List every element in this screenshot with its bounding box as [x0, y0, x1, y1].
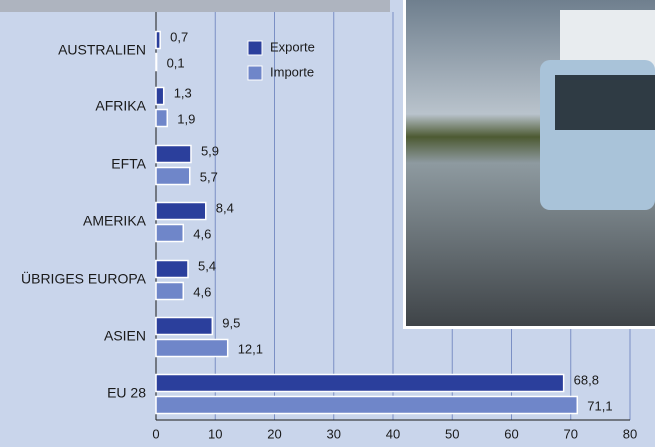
bar: [155, 223, 185, 243]
y-tick-label: AFRIKA: [95, 98, 146, 114]
bar: [155, 86, 165, 106]
value-label: 5,7: [200, 169, 218, 184]
x-tick-label: 0: [152, 426, 159, 441]
bar: [155, 144, 192, 164]
bar: [155, 373, 565, 393]
value-label: 0,7: [170, 29, 188, 44]
value-label: 68,8: [574, 372, 599, 387]
value-label: 1,9: [177, 111, 195, 126]
legend-swatch: [247, 40, 263, 56]
x-tick-label: 80: [623, 426, 637, 441]
bar: [155, 166, 191, 186]
value-label: 12,1: [238, 341, 263, 356]
value-label: 9,5: [222, 315, 240, 330]
bar: [155, 52, 158, 72]
bar: [155, 281, 185, 301]
legend-label: Importe: [270, 64, 314, 79]
y-tick-label: EU 28: [107, 385, 146, 401]
value-label: 5,9: [201, 143, 219, 158]
x-tick-label: 10: [208, 426, 222, 441]
value-label: 0,1: [167, 55, 185, 70]
value-label: 4,6: [193, 226, 211, 241]
y-tick-label: AUSTRALIEN: [58, 42, 146, 58]
bar: [155, 201, 207, 221]
bar: [155, 30, 161, 50]
y-tick-label: ÜBRIGES EUROPA: [21, 270, 147, 287]
bar: [155, 108, 169, 128]
x-tick-label: 20: [267, 426, 281, 441]
y-tick-label: AMERIKA: [83, 213, 147, 229]
bar: [155, 338, 229, 358]
plot: 0 10 20 30 40 50 60 70 80 AUSTRALIEN AFRIKA EFTA AME…: [21, 12, 637, 441]
legend-label: Exporte: [270, 39, 315, 54]
x-tick-label: 60: [504, 426, 518, 441]
bar: [155, 316, 214, 336]
y-tick-label: ASIEN: [104, 328, 146, 344]
value-label: 71,1: [587, 398, 612, 413]
value-label: 4,6: [193, 284, 211, 299]
y-tick-label: EFTA: [111, 156, 146, 172]
bar: [155, 395, 579, 415]
bar: [155, 259, 189, 279]
value-label: 1,3: [174, 85, 192, 100]
photo: [403, 0, 655, 329]
x-tick-label: 40: [386, 426, 400, 441]
x-tick-label: 50: [445, 426, 459, 441]
x-tick-label: 70: [564, 426, 578, 441]
truck-window: [555, 75, 655, 130]
value-label: 8,4: [216, 200, 234, 215]
value-label: 5,4: [198, 258, 216, 273]
top-band: [0, 0, 390, 12]
x-tick-label: 30: [327, 426, 341, 441]
legend-swatch: [247, 65, 263, 81]
